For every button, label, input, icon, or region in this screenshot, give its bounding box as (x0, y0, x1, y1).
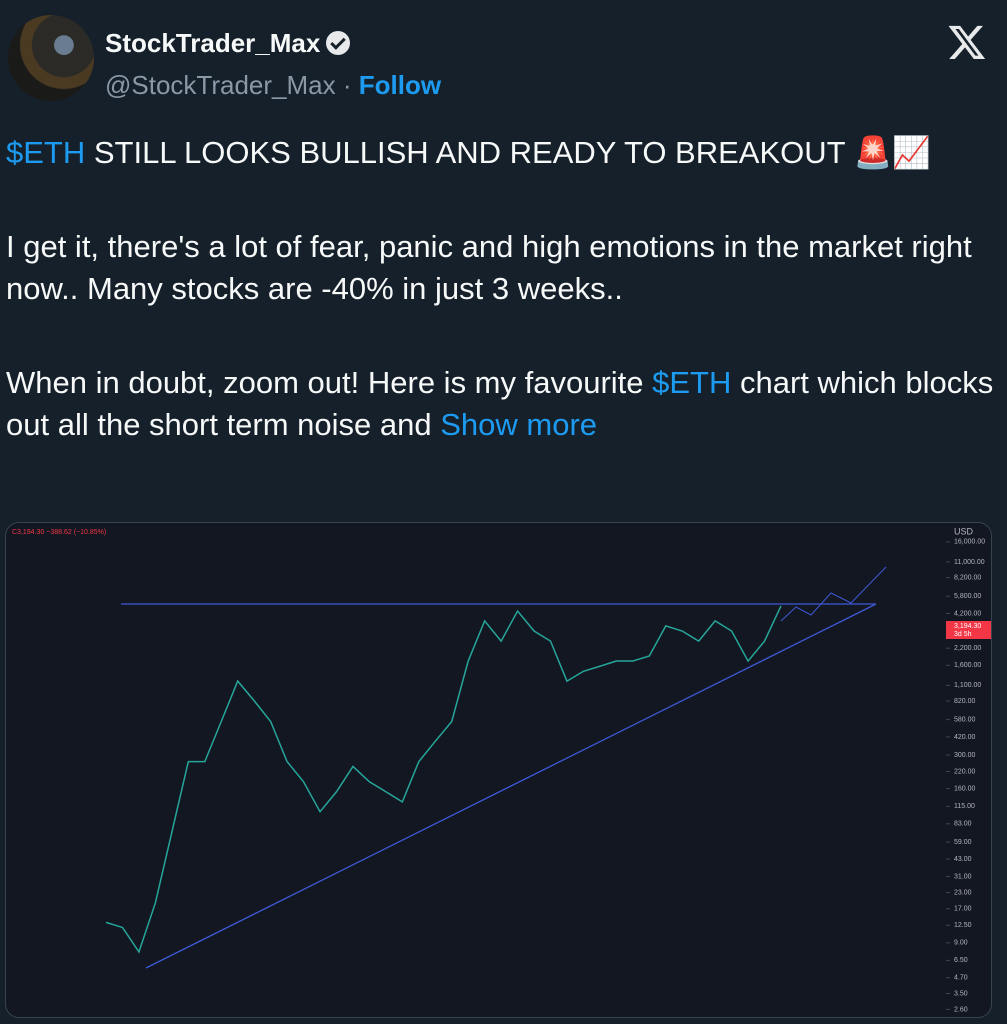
y-tick-label: 220.00 (954, 768, 976, 775)
y-tick-label: 83.00 (954, 821, 972, 828)
y-tick-label: 6.50 (954, 957, 968, 964)
y-tick-label: 2.60 (954, 1006, 968, 1013)
price-tag-label: 3,194.30 (954, 623, 981, 630)
y-tick-label: 59.00 (954, 839, 972, 846)
paragraph: When in doubt, zoom out! Here is my favo… (6, 362, 996, 446)
separator: · (342, 70, 352, 100)
user-name[interactable]: StockTrader_Max (105, 28, 351, 59)
y-tick-label: 12.50 (954, 922, 972, 929)
text: I get it, there's a lot of fear, panic a… (6, 229, 972, 306)
y-tick-label: 420.00 (954, 734, 976, 741)
verified-badge (326, 31, 351, 55)
cashtag[interactable]: $ETH (6, 135, 86, 170)
y-tick-label: 5,800.00 (954, 593, 981, 600)
chart: C3,194.30 −388.62 (−10.85%) USD 3,194.30… (12, 526, 991, 1013)
text: chart which blocks out all the short ter… (6, 365, 994, 442)
y-tick-label: 1,600.00 (954, 662, 981, 669)
y-tick-label: 820.00 (954, 698, 976, 705)
projection (780, 566, 887, 622)
y-tick-label: 16,000.00 (954, 539, 985, 546)
paragraph: $ETH STILL LOOKS BULLISH AND READY TO BR… (6, 132, 996, 174)
y-tick-label: 3.50 (954, 990, 968, 997)
price-tag (946, 621, 991, 639)
text: When in doubt, zoom out! Here is my favo… (6, 365, 653, 400)
price-line (105, 605, 782, 954)
name-text[interactable]: StockTrader_Max (105, 28, 321, 58)
y-tick-label: 11,000.00 (954, 559, 985, 566)
chart-image[interactable]: C3,194.30 −388.62 (−10.85%) USD 3,194.30… (5, 522, 992, 1018)
emoji: 🚨📈 (853, 135, 931, 170)
tweet-text: $ETH STILL LOOKS BULLISH AND READY TO BR… (6, 132, 996, 498)
text: STILL LOOKS BULLISH AND READY TO BREAKOU… (85, 135, 854, 170)
y-tick-label: 300.00 (954, 752, 976, 759)
x-logo[interactable] (947, 22, 987, 62)
y-tick-label: 23.00 (954, 889, 972, 896)
y-tick-label: 43.00 (954, 856, 972, 863)
y-tick-label: 160.00 (954, 785, 976, 792)
y-tick-label: 115.00 (954, 803, 975, 810)
follow-button[interactable]: Follow (358, 70, 442, 100)
chart-subtitle: C3,194.30 −388.62 (−10.85%) (12, 529, 106, 536)
y-tick-label: 4.70 (954, 975, 968, 982)
countdown-label: 3d 5h (954, 631, 972, 638)
avatar[interactable] (8, 15, 94, 101)
y-tick-label: 8,200.00 (954, 575, 981, 582)
currency-label: USD (954, 526, 974, 536)
y-tick-label: 9.00 (954, 940, 968, 947)
handle-row: @StockTrader_Max · Follow (105, 70, 441, 101)
y-tick-label: 4,200.00 (954, 610, 981, 617)
paragraph: I get it, there's a lot of fear, panic a… (6, 226, 996, 310)
support-line (145, 603, 877, 969)
y-tick-label: 1,100.00 (954, 682, 981, 689)
handle[interactable]: @StockTrader_Max (105, 70, 336, 100)
cashtag[interactable]: $ETH (652, 365, 732, 400)
y-tick-label: 580.00 (954, 716, 976, 723)
show-more[interactable]: Show more (440, 407, 598, 442)
y-tick-label: 31.00 (954, 873, 972, 880)
y-tick-label: 17.00 (954, 906, 972, 913)
y-tick-label: 2,200.00 (954, 645, 981, 652)
